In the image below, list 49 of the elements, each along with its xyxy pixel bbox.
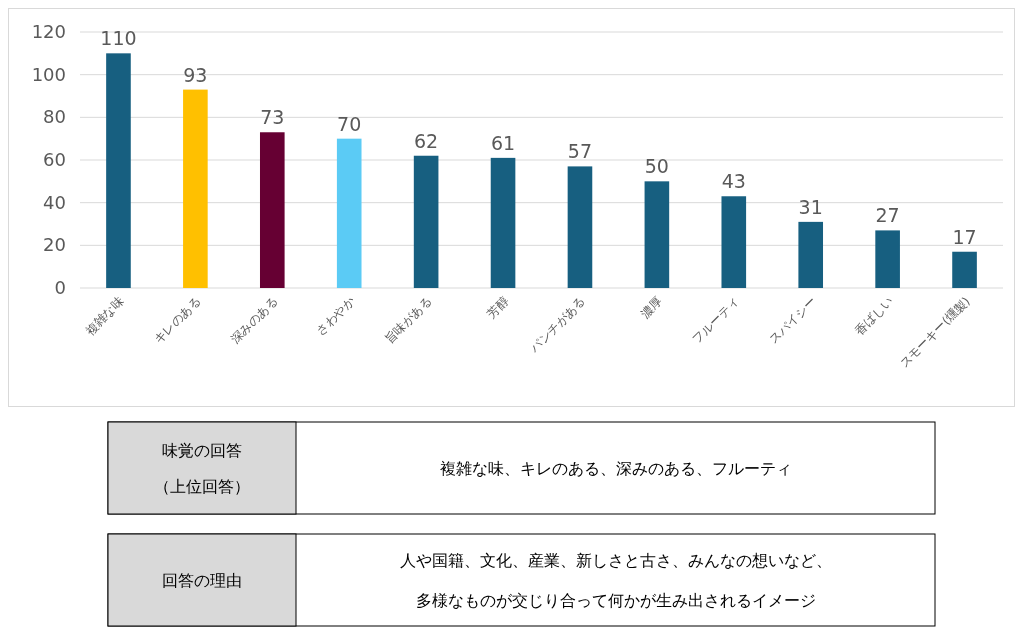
y-tick-label: 20	[43, 234, 66, 256]
bar	[875, 230, 900, 288]
x-tick-label: スパイシー	[766, 294, 819, 347]
x-tick-label: さわやか	[313, 294, 358, 339]
data-label: 110	[100, 27, 137, 50]
data-label: 62	[414, 129, 439, 152]
x-tick-label: パンチがある	[526, 294, 589, 356]
y-tick-label: 100	[31, 63, 66, 85]
data-label: 70	[337, 112, 362, 135]
bar	[413, 155, 439, 288]
x-tick-label: 芳醇	[484, 294, 512, 322]
x-tick-label: 香ばしい	[851, 294, 896, 339]
x-tick-label: 深みのある	[228, 294, 281, 347]
data-label: 61	[490, 131, 516, 154]
data-label: 57	[567, 140, 593, 163]
x-tick-label: フルーティ	[689, 294, 742, 347]
bar	[106, 53, 131, 288]
data-label: 27	[875, 204, 900, 227]
y-tick-label: 60	[43, 149, 66, 170]
bar	[567, 166, 593, 288]
y-tick-label: 0	[54, 277, 66, 298]
x-tick-label: 濃厚	[638, 294, 665, 322]
data-label: 43	[721, 170, 746, 193]
data-label: 93	[183, 63, 208, 86]
x-tick-label: 複雑な味	[82, 294, 127, 339]
x-tick-label: キレのある	[151, 294, 204, 347]
bar	[183, 89, 208, 288]
text: 味覚の回答	[162, 441, 242, 460]
x-tick-label: スモーキー(燻製)	[896, 294, 973, 371]
text: 多様なものが交じり合って何かが生み出されるイメージ	[416, 591, 816, 610]
bar	[952, 251, 977, 288]
y-tick-label: 120	[31, 21, 66, 42]
text: （上位回答）	[154, 477, 250, 496]
bar	[336, 138, 362, 288]
bar	[644, 181, 670, 288]
text: 人や国籍、文化、産業、新しさと古さ、みんなの想いなど、	[400, 551, 832, 570]
text: 複雑な味、キレのある、深みのある、フルーティ	[440, 459, 792, 478]
data-label: 17	[952, 225, 977, 248]
text: 回答の理由	[162, 571, 242, 590]
bar	[490, 157, 516, 288]
y-tick-label: 40	[43, 191, 66, 213]
data-label: 31	[798, 195, 823, 218]
data-label: 73	[260, 106, 285, 129]
y-tick-label: 80	[43, 106, 66, 128]
bar	[798, 221, 824, 288]
data-label: 50	[644, 155, 669, 178]
x-tick-label: 旨味がある	[381, 294, 435, 347]
bar	[721, 196, 747, 288]
bar	[259, 132, 285, 288]
